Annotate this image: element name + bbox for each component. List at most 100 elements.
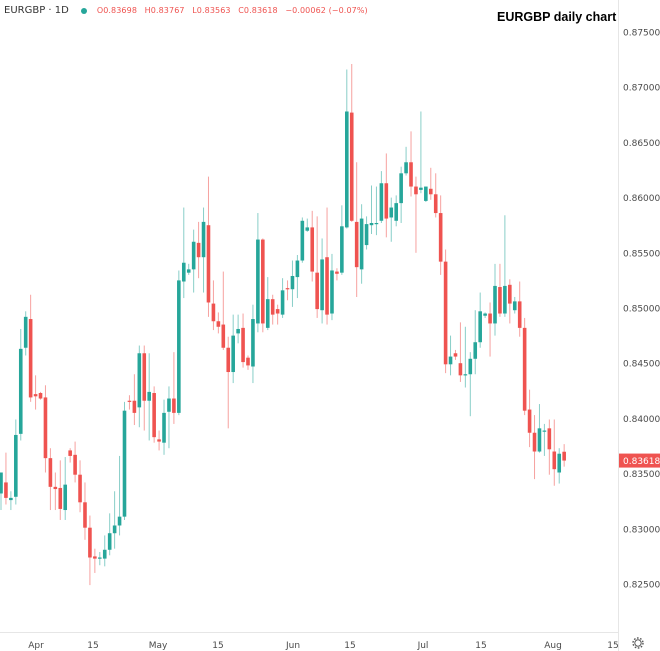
candle-body <box>374 222 379 225</box>
candle-body <box>508 284 512 304</box>
chart-title: EURGBP daily chart <box>497 10 617 24</box>
candle <box>280 278 285 318</box>
candle-body <box>18 348 23 434</box>
price-tick-label: 0.83000 <box>623 525 660 535</box>
candle-body <box>48 458 53 487</box>
candle-body <box>404 162 408 174</box>
candle-body <box>73 454 77 475</box>
candle <box>488 302 492 357</box>
candle <box>532 415 537 480</box>
candle <box>241 313 245 368</box>
candle-body <box>498 287 502 314</box>
candle <box>216 312 221 334</box>
candle <box>369 185 374 235</box>
candle <box>68 448 72 463</box>
candle <box>28 294 33 402</box>
candle <box>137 345 142 428</box>
candle-body <box>88 527 92 558</box>
candle <box>122 401 127 520</box>
candle-body <box>503 285 507 314</box>
candle <box>527 389 532 448</box>
candle-body <box>117 516 122 526</box>
candle-body <box>236 328 240 334</box>
candle-body <box>102 549 107 559</box>
candle <box>310 210 315 282</box>
legend-header: EURGBP · 1D O0.83698 H0.83767 L0.83563 C… <box>4 5 373 16</box>
candle-body <box>256 239 260 324</box>
candle <box>285 280 290 301</box>
candle <box>433 173 438 218</box>
candle <box>231 314 235 384</box>
time-axis[interactable]: Apr 15 May 15 Jun 15 Jul 15 Aug 15 <box>28 641 619 651</box>
candle-body <box>231 335 235 373</box>
candle <box>374 186 379 236</box>
market-status-dot-icon <box>80 7 87 14</box>
candle <box>172 352 176 424</box>
candle-body <box>58 487 63 509</box>
candle <box>142 345 147 431</box>
candle-body <box>157 439 161 442</box>
candle <box>162 399 166 455</box>
candle-body <box>127 400 132 402</box>
candle-body <box>201 221 206 258</box>
candle <box>265 277 270 331</box>
candle-body <box>216 321 221 327</box>
candle <box>414 176 418 253</box>
candle-body <box>172 398 176 413</box>
candle-body <box>295 260 300 278</box>
candle-body <box>310 227 315 272</box>
candle <box>290 260 295 307</box>
candle <box>320 238 324 324</box>
price-tick-label: 0.83500 <box>623 470 660 480</box>
candle-body <box>527 409 532 433</box>
time-tick-label: Jul <box>417 641 429 651</box>
candle-body <box>9 497 13 501</box>
time-tick-label: 15 <box>212 641 223 651</box>
open-value: O0.83698 <box>96 6 138 15</box>
settings-gear-icon[interactable] <box>632 637 644 649</box>
price-tick-label: 0.87000 <box>623 84 660 94</box>
candle <box>107 513 112 556</box>
low-value: L0.83563 <box>192 6 231 15</box>
candle <box>552 419 557 486</box>
candle <box>493 263 497 336</box>
candle <box>300 217 305 263</box>
candle-body <box>448 356 453 365</box>
candle <box>275 304 280 325</box>
candle <box>98 551 102 566</box>
candle <box>127 395 132 410</box>
candles-layer <box>0 64 566 586</box>
candle-body <box>443 261 448 365</box>
candle <box>305 218 310 232</box>
last-price-tag: 0.83618 <box>619 453 660 468</box>
candle-body <box>389 207 394 218</box>
candle-body <box>211 303 216 322</box>
candle <box>0 472 3 511</box>
time-tick-label: 15 <box>87 641 98 651</box>
candle-body <box>23 316 28 348</box>
price-axis[interactable]: 0.87500 0.87000 0.86500 0.86000 0.85500 0.850… <box>623 29 660 591</box>
candle <box>443 249 448 374</box>
candle-body <box>369 222 374 226</box>
candle-body <box>399 173 403 204</box>
price-tick-label: 0.87500 <box>623 29 660 39</box>
candle <box>330 253 334 321</box>
candle-body <box>488 313 492 324</box>
candle-body <box>424 186 428 201</box>
symbol-label[interactable]: EURGBP · 1D <box>4 5 69 16</box>
candle <box>562 444 566 467</box>
candle-body <box>330 270 334 314</box>
candle <box>364 216 369 250</box>
candle <box>270 294 275 325</box>
candle-body <box>522 327 527 411</box>
candle-body <box>532 432 537 452</box>
candle-body <box>93 556 97 559</box>
candle <box>152 386 156 443</box>
candle <box>517 281 522 337</box>
candle-body <box>83 502 87 528</box>
candle <box>181 207 186 299</box>
price-tick-label: 0.85000 <box>623 305 660 315</box>
candle <box>102 535 107 567</box>
candle-body <box>167 398 171 412</box>
